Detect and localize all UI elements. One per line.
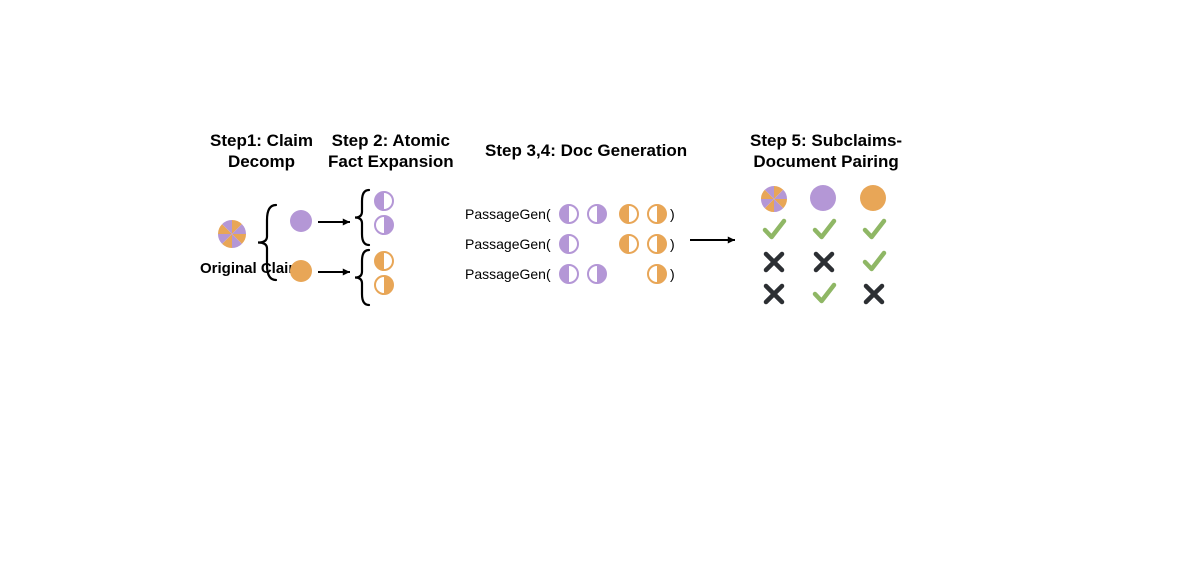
pipeline-diagram: Step1: Claim Decomp Step 2: Atomic Fact … [200,130,1000,410]
passagegen-close-row2: ) [670,236,675,252]
passagegen-close-row3: ) [670,266,675,282]
passagegen-label-row3: PassageGen( [465,266,551,282]
passagegen-close-row1: ) [670,206,675,222]
passagegen-label-row1: PassageGen( [465,206,551,222]
diagram-canvas [200,130,1000,410]
passagegen-label-row2: PassageGen( [465,236,551,252]
